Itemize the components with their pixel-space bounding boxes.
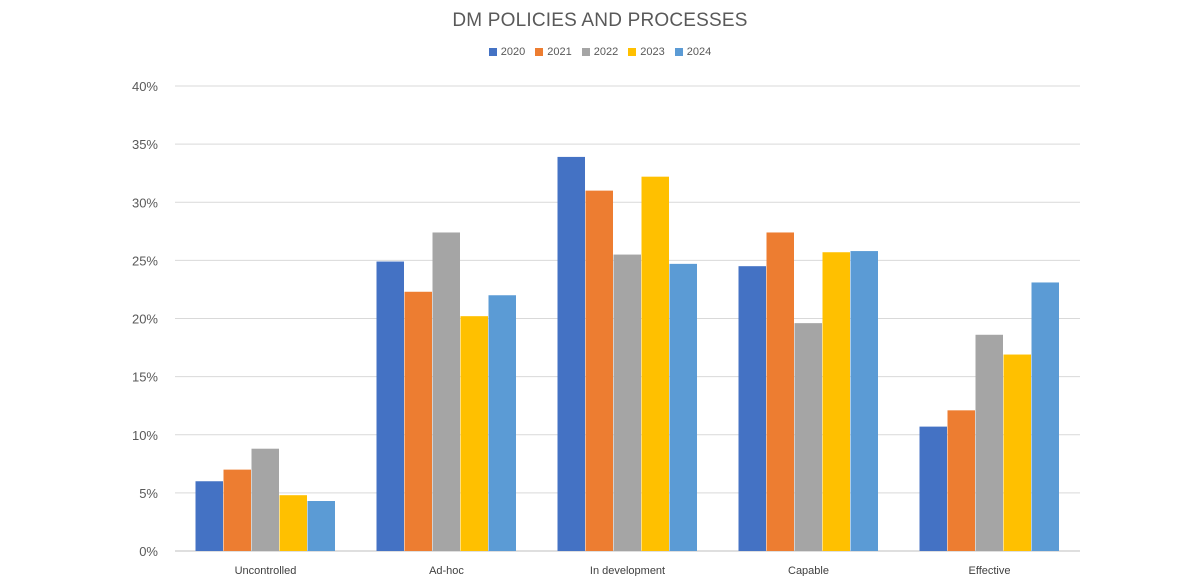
y-tick-label: 40% xyxy=(132,79,158,94)
bar-2021-in-development xyxy=(585,190,613,551)
legend-swatch xyxy=(581,48,590,56)
bar-2024-ad-hoc xyxy=(488,295,516,551)
y-tick-label: 0% xyxy=(139,544,158,559)
bar-2023-uncontrolled xyxy=(279,495,307,551)
bar-2022-in-development xyxy=(613,254,641,551)
bar-2023-capable xyxy=(822,252,850,552)
x-category-label: Ad-hoc xyxy=(429,565,464,576)
legend-label: 2022 xyxy=(593,46,619,58)
bar-2020-effective xyxy=(919,426,947,551)
legend-item-2022: 2022 xyxy=(581,46,619,58)
bar-2023-effective xyxy=(1003,354,1031,551)
y-tick-label: 35% xyxy=(132,137,158,152)
x-category-label: In development xyxy=(590,565,665,576)
bar-2021-effective xyxy=(947,410,975,551)
bar-2024-uncontrolled xyxy=(307,501,335,551)
x-category-label: Uncontrolled xyxy=(235,565,297,576)
bar-2022-capable xyxy=(794,323,822,551)
legend-label: 2023 xyxy=(640,46,665,58)
legend-label: 2024 xyxy=(686,46,712,58)
y-tick-label: 10% xyxy=(132,428,158,443)
legend-swatch xyxy=(488,48,497,56)
chart-title: DM POLICIES AND PROCESSES xyxy=(452,10,748,31)
bar-2020-uncontrolled xyxy=(195,481,223,551)
x-category-label: Capable xyxy=(788,565,829,576)
legend-item-2021: 2021 xyxy=(535,46,572,58)
y-tick-label: 15% xyxy=(132,370,158,385)
y-tick-label: 25% xyxy=(132,253,158,268)
legend-item-2020: 2020 xyxy=(488,46,526,58)
legend-item-2023: 2023 xyxy=(628,46,665,58)
x-category-label: Effective xyxy=(969,565,1011,576)
bar-2022-uncontrolled xyxy=(251,448,279,551)
bar-2024-capable xyxy=(850,251,878,551)
legend: 2020 2021 2022 2023 2024 xyxy=(0,46,1200,58)
legend-swatch xyxy=(674,48,683,56)
bar-2023-ad-hoc xyxy=(460,316,488,551)
legend-label: 2020 xyxy=(500,46,526,58)
legend-swatch xyxy=(535,48,544,56)
y-tick-label: 30% xyxy=(132,195,158,210)
bar-2020-in-development xyxy=(557,156,585,551)
legend-swatch xyxy=(628,48,637,56)
legend-label: 2021 xyxy=(547,46,572,58)
bar-2024-in-development xyxy=(669,263,697,551)
legend-item-2024: 2024 xyxy=(674,46,712,58)
bar-2021-capable xyxy=(766,232,794,551)
bar-2023-in-development xyxy=(641,176,669,552)
y-tick-label: 5% xyxy=(139,486,158,501)
bar-2020-capable xyxy=(738,266,766,551)
bar-2022-effective xyxy=(975,334,1003,551)
bar-2022-ad-hoc xyxy=(432,232,460,551)
bar-2021-uncontrolled xyxy=(223,469,251,551)
bar-2024-effective xyxy=(1031,282,1059,551)
bar-2020-ad-hoc xyxy=(376,261,404,551)
bar-2021-ad-hoc xyxy=(404,291,432,551)
y-tick-label: 20% xyxy=(132,312,158,327)
